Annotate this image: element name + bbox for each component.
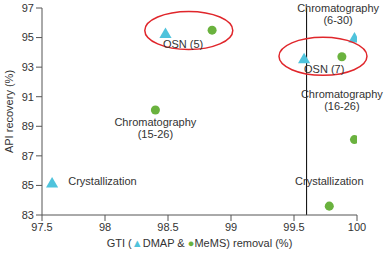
svg-text:API recovery (%): API recovery (%) (8, 70, 15, 153)
svg-text:91: 91 (22, 91, 34, 103)
svg-text:OSN (5): OSN (5) (163, 38, 203, 50)
svg-text:98: 98 (99, 221, 111, 233)
svg-text:GTI (▲DMAP & ●MeMS) removal (%: GTI (▲DMAP & ●MeMS) removal (%) (107, 237, 293, 249)
svg-text:98.5: 98.5 (157, 221, 178, 233)
svg-text:99: 99 (225, 221, 237, 233)
svg-text:Chromatography(6-30): Chromatography(6-30) (297, 2, 379, 26)
svg-text:83: 83 (22, 209, 34, 221)
svg-text:95: 95 (22, 31, 34, 43)
svg-text:85: 85 (22, 179, 34, 191)
svg-text:Crystallization: Crystallization (68, 175, 136, 187)
svg-text:OSN (7): OSN (7) (304, 63, 344, 75)
svg-text:Chromatography(16-26): Chromatography(16-26) (301, 88, 383, 112)
svg-text:Chromatography(15-26): Chromatography(15-26) (114, 116, 196, 140)
svg-text:97: 97 (22, 2, 34, 14)
svg-text:87: 87 (22, 150, 34, 162)
svg-text:93: 93 (22, 61, 34, 73)
svg-text:100: 100 (348, 221, 366, 233)
svg-text:97.5: 97.5 (31, 221, 52, 233)
svg-text:Crystallization: Crystallization (295, 175, 363, 187)
svg-text:89: 89 (22, 120, 34, 132)
svg-text:99.5: 99.5 (283, 221, 304, 233)
